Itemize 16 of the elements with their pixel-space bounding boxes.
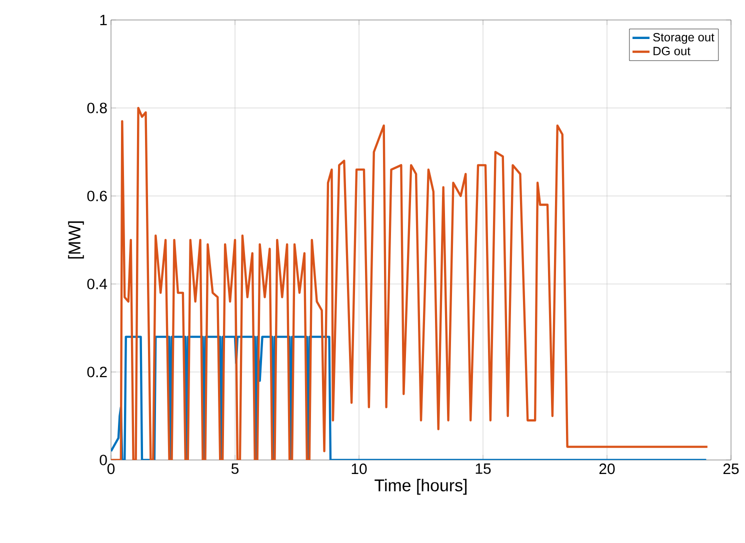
y-tick-label: 0.6: [87, 190, 107, 202]
x-tick-label: 10: [352, 464, 367, 474]
x-axis-title: Time [hours]: [374, 478, 467, 495]
x-tick-label: 20: [599, 464, 615, 474]
x-tick-label: 5: [231, 464, 239, 474]
y-tick-label: 1: [100, 14, 107, 26]
y-tick-label: 0.4: [87, 278, 108, 290]
legend-label: DG out: [654, 46, 690, 56]
x-tick-label: 15: [476, 464, 491, 474]
y-tick-label: 0: [100, 454, 107, 466]
y-tick-label: 0.2: [87, 366, 107, 378]
legend-label: Storage out: [653, 32, 714, 44]
y-tick-label: 0.8: [87, 102, 107, 114]
x-tick-label: 0: [107, 464, 115, 474]
y-axis-title: [MW]: [68, 221, 84, 259]
x-tick-label: 25: [723, 464, 739, 474]
